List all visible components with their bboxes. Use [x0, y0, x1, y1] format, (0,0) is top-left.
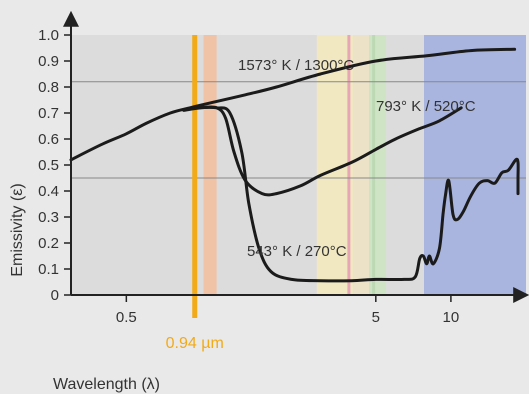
curve-labels: 1573° K / 1300°C 793° K / 520°C 543° K / 2…	[238, 57, 476, 260]
x-tick-label: 10	[443, 309, 460, 326]
x-axis-label: Wavelength (λ)	[53, 376, 160, 393]
y-tick-label: 0	[51, 287, 59, 304]
y-tick-label: 0.2	[38, 235, 59, 252]
y-tick-label: 1.0	[38, 27, 59, 44]
y-axis-label: Emissivity (ε)	[9, 183, 26, 276]
curve-1573k	[69, 47, 517, 162]
curve-793k	[182, 105, 463, 197]
band-3	[369, 35, 387, 295]
y-tick-label: 0.6	[38, 131, 59, 148]
curve-label-1: 793° K / 520°C	[376, 98, 476, 115]
y-tick-label: 0.3	[38, 209, 59, 226]
curve-label-0: 1573° K / 1300°C	[238, 57, 354, 74]
band-0	[203, 35, 217, 295]
marker-label: 0.94 µm	[166, 335, 224, 352]
curve-543k	[194, 105, 520, 283]
y-tick-label: 0.7	[38, 105, 59, 122]
x-tick-label: 0.5	[116, 309, 137, 326]
y-tick-label: 0.5	[38, 157, 59, 174]
y-tick-label: 0.9	[38, 53, 59, 70]
y-tick-label: 0.1	[38, 261, 59, 278]
x-ticks: 0.5 5 10	[116, 295, 459, 326]
emissivity-curves	[69, 47, 520, 283]
band-2	[352, 35, 370, 295]
spectral-bands	[203, 35, 526, 295]
y-tick-label: 0.8	[38, 79, 59, 96]
x-tick-label: 5	[372, 309, 380, 326]
band-4	[423, 35, 526, 295]
y-ticks: 0 0.1 0.2 0.3 0.4 0.5 0.6 0.7 0.8 0.9 1.0	[38, 27, 71, 304]
y-tick-label: 0.4	[38, 183, 59, 200]
curve-label-2: 543° K / 270°C	[247, 243, 347, 260]
